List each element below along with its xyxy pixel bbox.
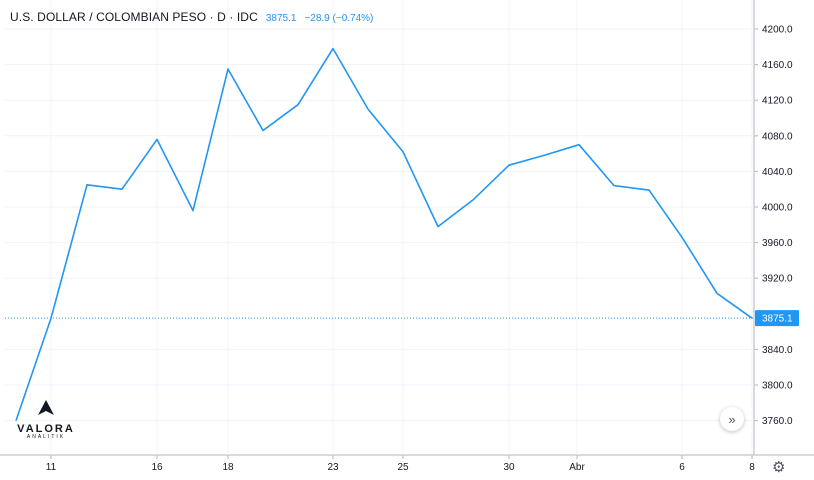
last-price-label-bg [755, 310, 799, 327]
y-tick-label: 4000.0 [762, 203, 793, 214]
y-tick-label: 3800.0 [762, 381, 793, 392]
y-tick-label: 3760.0 [762, 416, 793, 427]
valora-mark-icon [38, 400, 54, 415]
x-tick-label: 8 [749, 462, 755, 473]
x-tick-label: 16 [151, 462, 163, 473]
x-tick-label: 30 [503, 462, 515, 473]
y-tick-label: 4200.0 [762, 25, 793, 36]
x-tick-label: Abr [569, 462, 585, 473]
y-tick-label: 4160.0 [762, 60, 793, 71]
chart-header: U.S. DOLLAR / COLOMBIAN PESO · D · IDC 3… [10, 10, 373, 24]
y-tick-label: 3960.0 [762, 238, 793, 249]
gear-icon: ⚙ [772, 459, 786, 476]
double-chevron-right-icon: » [728, 411, 736, 427]
last-price-label: 3875.1 [762, 314, 793, 325]
y-tick-label: 3920.0 [762, 274, 793, 285]
price-change: −28.9 (−0.74%) [304, 13, 374, 24]
x-tick-label: 23 [327, 462, 339, 473]
series-line [15, 47, 753, 421]
logo-subtitle: ANALITIK [26, 434, 66, 440]
symbol-title: U.S. DOLLAR / COLOMBIAN PESO · D · IDC [10, 10, 258, 24]
last-price: 3875.1 [265, 13, 297, 24]
x-tick-label: 18 [222, 462, 234, 473]
x-tick-label: 6 [679, 462, 685, 473]
logo-name: VALORA [17, 423, 75, 435]
valora-logo: VALORA ANALITIK [16, 400, 76, 440]
scroll-to-realtime-button[interactable]: » [720, 407, 744, 431]
x-tick-label: 25 [397, 462, 409, 473]
y-tick-label: 4040.0 [762, 167, 793, 178]
y-tick-label: 4080.0 [762, 131, 793, 142]
chart-settings-button[interactable]: ⚙ [772, 458, 785, 476]
y-tick-label: 3840.0 [762, 345, 793, 356]
x-tick-label: 11 [46, 462, 57, 473]
y-tick-label: 4120.0 [762, 96, 793, 107]
